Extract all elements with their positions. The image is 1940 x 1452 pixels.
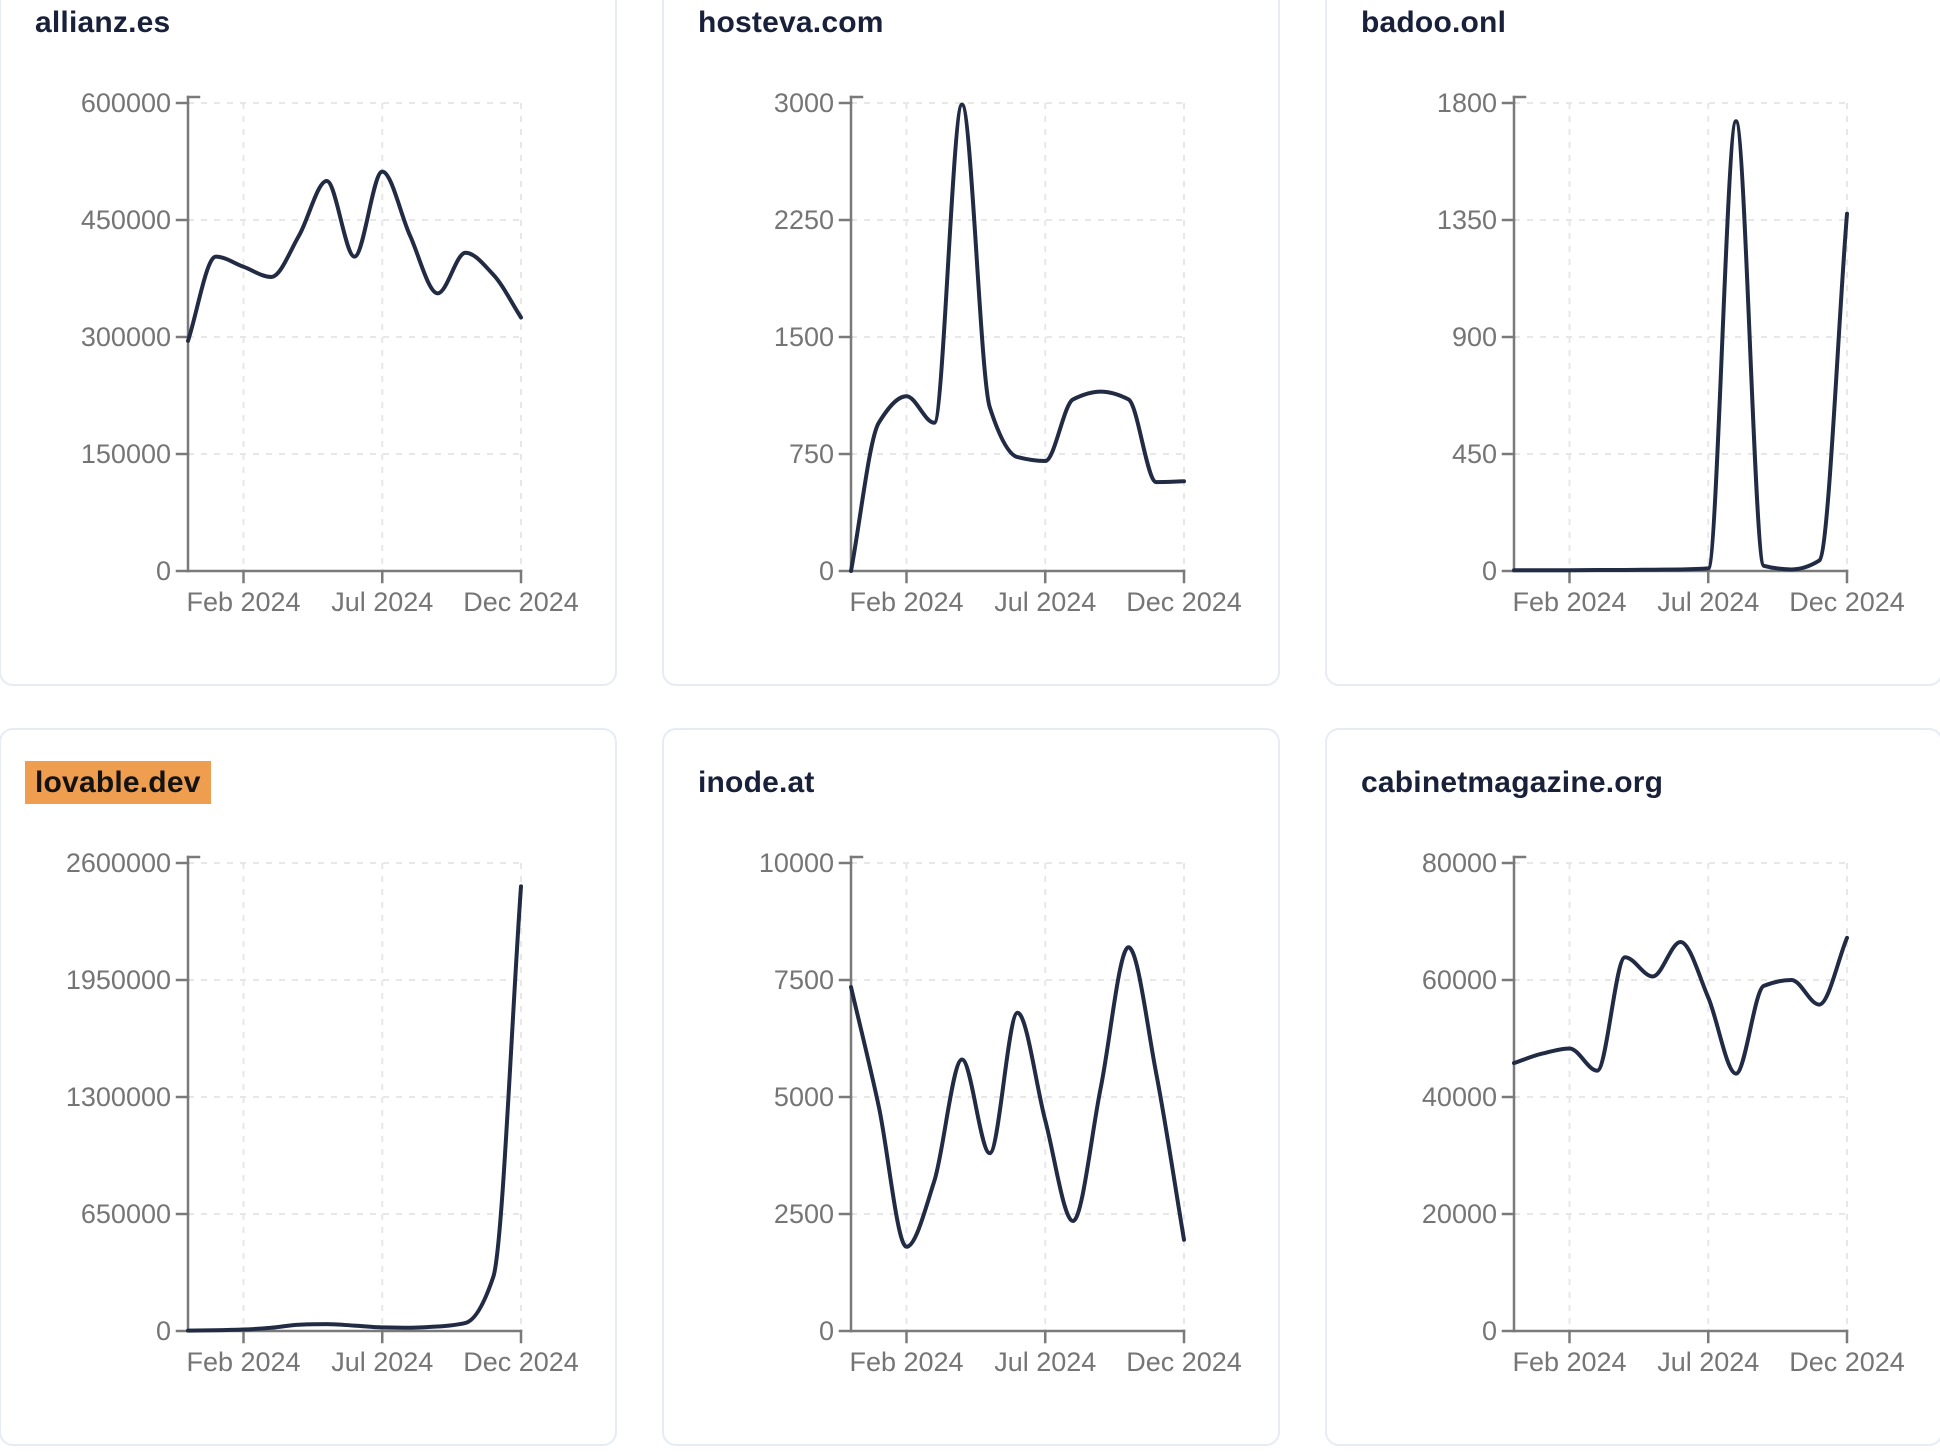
y-tick-label: 40000 [1422, 1082, 1497, 1112]
line-chart-svg: 0 150000 300000 450000 600000 Feb 2024 Jul 202… [81, 88, 579, 617]
y-tick-label: 450 [1452, 439, 1497, 469]
y-tick-label: 1500 [774, 322, 834, 352]
y-tick-label: 7500 [774, 965, 834, 995]
chart-card-lovable-dev: lovable.dev 0 650000 1300000 1950000 2600000… [0, 728, 617, 1446]
x-tick-label: Dec 2024 [1126, 587, 1242, 617]
chart-card-inode-at: inode.at 0 2500 5000 7500 10000 Feb 2024 Jul 2… [662, 728, 1280, 1446]
chart-card-badoo-onl: badoo.onl 0 450 900 1350 1800 Feb 2024 Jul 202… [1325, 0, 1940, 686]
line-chart-svg: 0 750 1500 2250 3000 Feb 2024 Jul 2024 Dec 2024 [774, 88, 1242, 617]
y-tick-label: 1950000 [66, 965, 171, 995]
y-tick-label: 0 [1482, 1316, 1497, 1346]
y-tick-label: 0 [1482, 556, 1497, 586]
chart-title: lovable.dev [25, 761, 211, 804]
line-chart-svg: 0 650000 1300000 1950000 2600000 Feb 2024 Jul … [66, 848, 579, 1377]
y-tick-label: 1800 [1437, 88, 1497, 118]
x-tick-label: Jul 2024 [994, 587, 1096, 617]
chart-card-hosteva-com: hosteva.com 0 750 1500 2250 3000 Feb 2024 Jul … [662, 0, 1280, 686]
traffic-line-series [849, 102, 1186, 573]
x-tick-label: Feb 2024 [1512, 1347, 1626, 1377]
y-tick-label: 0 [156, 1316, 171, 1346]
y-tick-label: 450000 [81, 205, 171, 235]
chart-title: allianz.es [35, 6, 170, 40]
traffic-line-series [1512, 935, 1849, 1076]
line-chart-svg: 0 20000 40000 60000 80000 Feb 2024 Jul 2024 Dec… [1422, 848, 1905, 1377]
y-tick-label: 10000 [759, 848, 834, 878]
chart-title-text: inode.at [698, 766, 815, 799]
y-tick-label: 2600000 [66, 848, 171, 878]
y-tick-label: 2250 [774, 205, 834, 235]
traffic-line-series [186, 169, 523, 343]
x-tick-label: Dec 2024 [463, 1347, 579, 1377]
y-tick-label: 1300000 [66, 1082, 171, 1112]
x-tick-label: Jul 2024 [331, 1347, 433, 1377]
y-tick-label: 0 [819, 556, 834, 586]
chart-title-text: allianz.es [35, 6, 171, 39]
y-tick-label: 750 [789, 439, 834, 469]
traffic-line-series [1512, 119, 1849, 573]
x-tick-label: Dec 2024 [1126, 1347, 1242, 1377]
chart-title: badoo.onl [1361, 6, 1506, 40]
x-tick-label: Dec 2024 [463, 587, 579, 617]
y-tick-label: 600000 [81, 88, 171, 118]
chart-title: hosteva.com [698, 6, 884, 40]
x-tick-label: Jul 2024 [1657, 1347, 1759, 1377]
y-tick-label: 2500 [774, 1199, 834, 1229]
line-chart-svg: 0 450 900 1350 1800 Feb 2024 Jul 2024 Dec 2024 [1437, 88, 1905, 617]
chart-title-text: hosteva.com [698, 6, 884, 39]
chart-title-text: cabinetmagazine.org [1361, 766, 1664, 799]
y-tick-label: 3000 [774, 88, 834, 118]
y-tick-label: 0 [156, 556, 171, 586]
chart-card-cabinetmagazine-org: cabinetmagazine.org 0 20000 40000 60000 8000… [1325, 728, 1940, 1446]
x-tick-label: Jul 2024 [994, 1347, 1096, 1377]
y-tick-label: 150000 [81, 439, 171, 469]
y-tick-label: 900 [1452, 322, 1497, 352]
x-tick-label: Jul 2024 [1657, 587, 1759, 617]
line-chart-svg: 0 2500 5000 7500 10000 Feb 2024 Jul 2024 Dec 20… [759, 848, 1242, 1377]
chart-card-allianz-es: allianz.es 0 150000 300000 450000 600000 Feb … [0, 0, 617, 686]
y-tick-label: 5000 [774, 1082, 834, 1112]
x-tick-label: Feb 2024 [186, 587, 300, 617]
y-tick-label: 1350 [1437, 205, 1497, 235]
traffic-line-series [186, 884, 523, 1333]
x-tick-label: Dec 2024 [1789, 587, 1905, 617]
chart-title: inode.at [698, 766, 815, 800]
chart-title-highlight: lovable.dev [25, 761, 211, 804]
y-tick-label: 650000 [81, 1199, 171, 1229]
y-tick-label: 60000 [1422, 965, 1497, 995]
y-tick-label: 80000 [1422, 848, 1497, 878]
y-tick-label: 300000 [81, 322, 171, 352]
chart-title-text: badoo.onl [1361, 6, 1507, 39]
x-tick-label: Dec 2024 [1789, 1347, 1905, 1377]
x-tick-label: Feb 2024 [849, 1347, 963, 1377]
x-tick-label: Feb 2024 [1512, 587, 1626, 617]
y-tick-label: 0 [819, 1316, 834, 1346]
chart-title: cabinetmagazine.org [1361, 766, 1663, 800]
x-tick-label: Jul 2024 [331, 587, 433, 617]
traffic-line-series [849, 945, 1186, 1249]
x-tick-label: Feb 2024 [849, 587, 963, 617]
x-tick-label: Feb 2024 [186, 1347, 300, 1377]
y-tick-label: 20000 [1422, 1199, 1497, 1229]
